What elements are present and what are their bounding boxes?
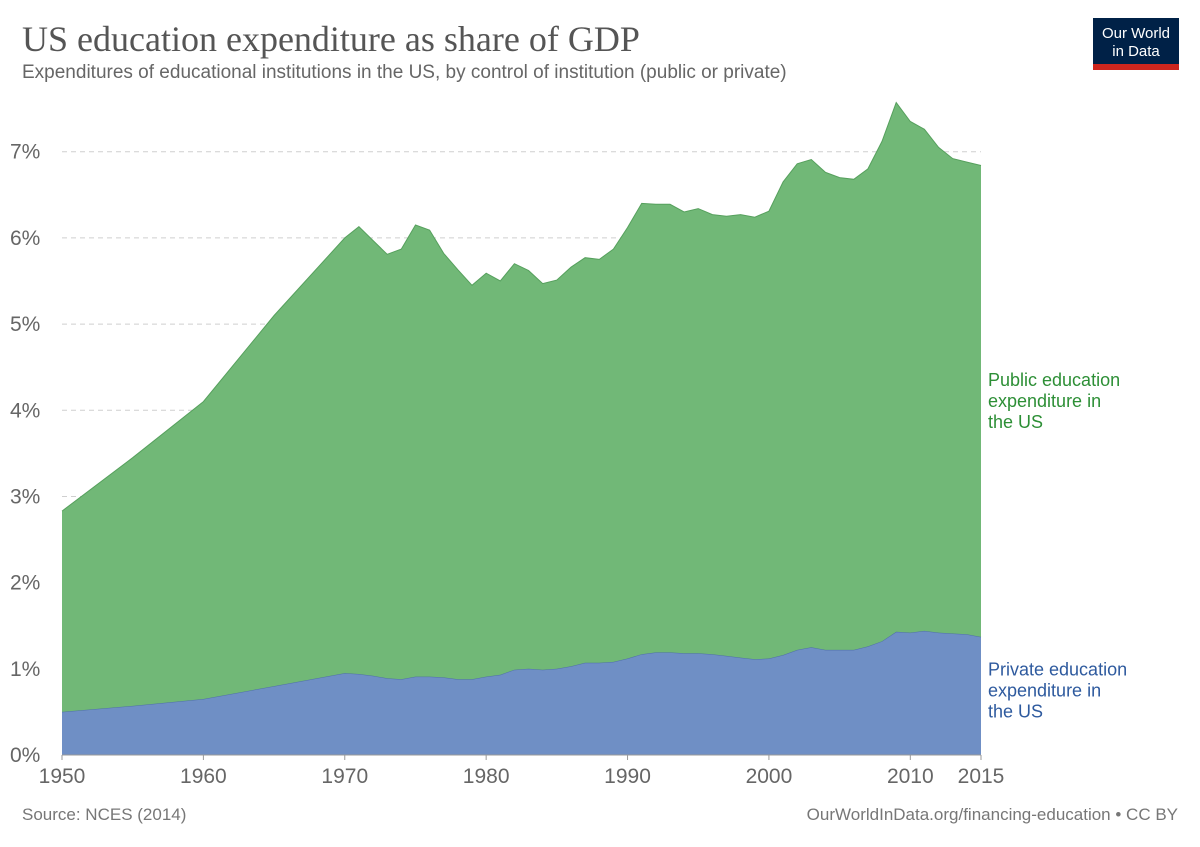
area-series-private[interactable] xyxy=(62,630,981,755)
owid-logo[interactable]: Our World in Data xyxy=(1093,18,1179,70)
x-tick-label: 1980 xyxy=(463,765,510,788)
y-tick-label: 4% xyxy=(10,399,40,422)
y-tick-label: 6% xyxy=(10,227,40,250)
series-label-public: Public education expenditure in the US xyxy=(988,370,1120,432)
chart-areas xyxy=(61,101,982,755)
source-note: Source: NCES (2014) xyxy=(22,805,187,824)
y-tick-label: 7% xyxy=(10,141,40,164)
y-tick-label: 5% xyxy=(10,313,40,336)
chart-subtitle: Expenditures of educational institutions… xyxy=(22,62,787,83)
chart-title: US education expenditure as share of GDP xyxy=(22,19,640,59)
credit-link[interactable]: OurWorldInData.org/financing-education •… xyxy=(806,805,1178,824)
area-series-public[interactable] xyxy=(62,102,981,712)
x-tick-label: 2000 xyxy=(746,765,793,788)
x-tick-label: 1970 xyxy=(321,765,368,788)
y-tick-label: 1% xyxy=(10,658,40,681)
x-tick-label: 1950 xyxy=(39,765,86,788)
logo-line-2: in Data xyxy=(1112,43,1160,60)
x-tick-label: 2010 xyxy=(887,765,934,788)
series-labels: Private education expenditure in the US Pub… xyxy=(988,370,1127,721)
series-top-line xyxy=(61,101,982,512)
y-tick-label: 0% xyxy=(10,744,40,767)
y-tick-label: 3% xyxy=(10,485,40,508)
y-tick-label: 2% xyxy=(10,572,40,595)
series-label-private: Private education expenditure in the US xyxy=(988,659,1127,721)
axes: 0% 1% 2% 3% 4% 5% 6% 7% 1950 1960 1970 1980 1990 2000… xyxy=(10,141,1004,788)
x-tick-label: 1990 xyxy=(604,765,651,788)
x-tick-label: 1960 xyxy=(180,765,227,788)
x-tick-label: 2015 xyxy=(958,765,1005,788)
logo-line-1: Our World xyxy=(1101,25,1171,42)
